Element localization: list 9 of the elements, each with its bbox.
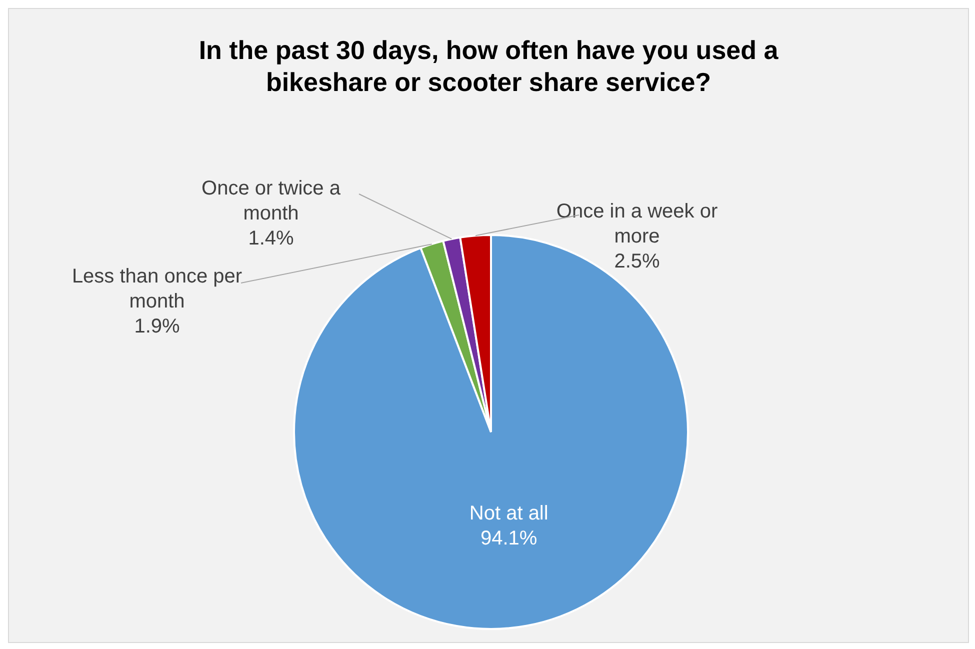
slice-label: Less than once per month: [72, 266, 242, 313]
slice-label: Once or twice a month: [202, 178, 342, 225]
slice-label: Once in a week or more: [556, 200, 718, 248]
data-label: 1.9%: [134, 316, 180, 338]
data-label: 1.4%: [248, 228, 294, 250]
slice-label: Not at all: [469, 502, 548, 524]
data-label: 2.5%: [614, 250, 660, 273]
chart-title: In the past 30 days, how often have you used a bikeshare or scooter share service?: [198, 35, 779, 98]
data-label: 94.1%: [480, 527, 538, 550]
